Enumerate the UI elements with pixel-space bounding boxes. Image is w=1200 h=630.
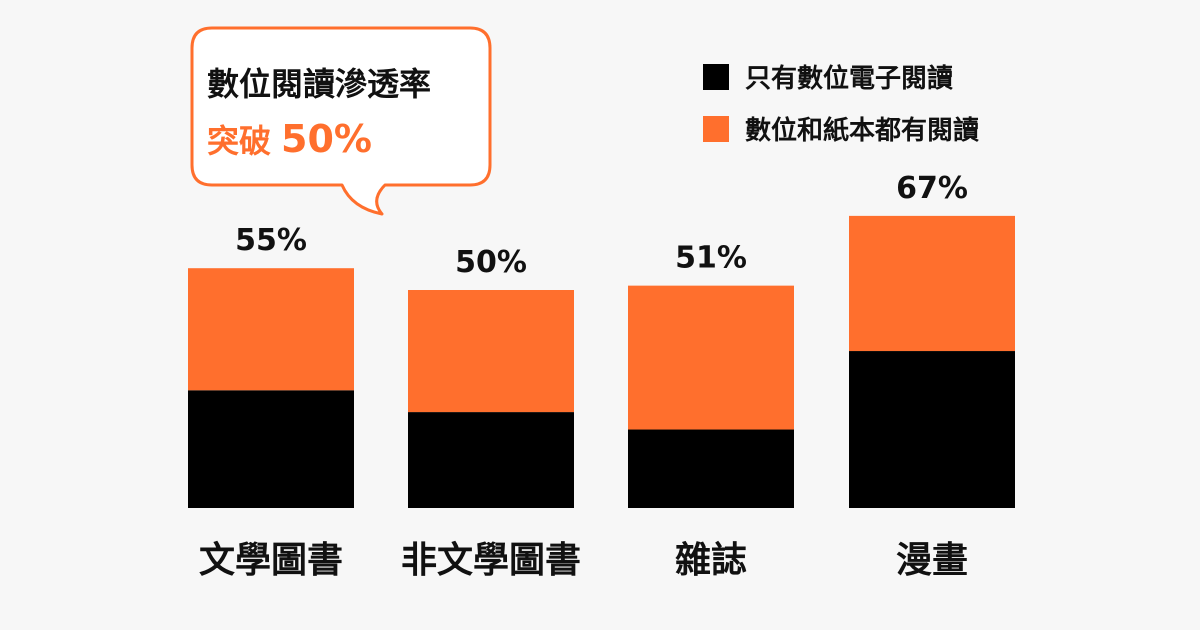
category-label: 非文學圖書 [401, 540, 581, 581]
legend-swatch-digital-and-print [703, 116, 729, 142]
bar-segment-digital-only [408, 412, 574, 508]
bar-segment-digital-and-print [849, 215, 1015, 352]
callout-subtitle-prefix: 突破 [207, 122, 271, 160]
bar-segment-digital-and-print [188, 268, 354, 391]
bar-segment-digital-and-print [628, 285, 794, 430]
callout-subtitle-value: 50% [281, 117, 372, 161]
legend: 只有數位電子閱讀 數位和紙本都有閱讀 [703, 63, 979, 146]
legend-swatch-digital-only [703, 64, 729, 90]
category-label: 文學圖書 [199, 540, 343, 581]
bar-total-label: 55% [235, 223, 307, 258]
category-label: 漫畫 [896, 540, 968, 581]
callout-bubble: 數位閱讀滲透率 突破 50% [190, 26, 492, 216]
callout-title: 數位閱讀滲透率 [207, 65, 431, 103]
legend-label-digital-only: 只有數位電子閱讀 [745, 63, 953, 94]
bar-segment-digital-and-print [408, 290, 574, 413]
bar-total-label: 51% [675, 241, 747, 276]
bar-segment-digital-only [188, 390, 354, 508]
bar-segment-digital-only [849, 351, 1015, 508]
bar-total-label: 50% [455, 245, 527, 280]
bars-group [188, 215, 1015, 508]
category-label: 雜誌 [675, 539, 747, 581]
legend-label-digital-and-print: 數位和紙本都有閱讀 [745, 115, 979, 146]
labels-group: 55% 文學圖書 50% 非文學圖書 51% 雜誌 67% 漫畫 [199, 171, 968, 581]
bar-total-label: 67% [896, 171, 968, 206]
callout-bubble-shape [190, 26, 492, 216]
bar-segment-digital-only [628, 429, 794, 508]
